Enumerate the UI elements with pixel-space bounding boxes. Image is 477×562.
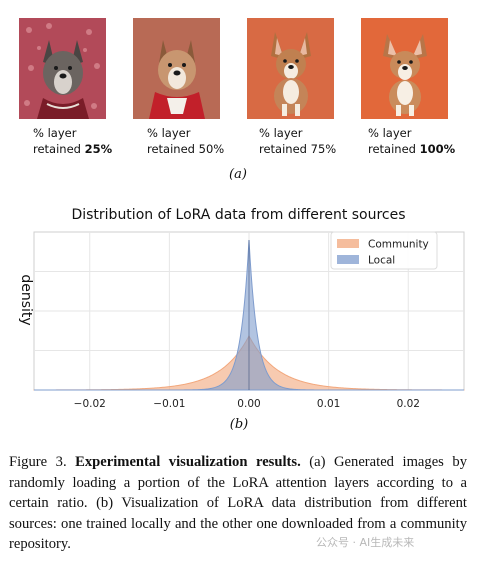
x-tick-label: 0.02 <box>397 398 420 410</box>
x-tick-label: −0.02 <box>74 398 106 410</box>
x-tick-label: 0.01 <box>317 398 340 410</box>
image-caption-25: % layer retained 25% <box>33 126 113 156</box>
density-chart: −0.02 −0.01 0.00 0.01 0.02 density Community Lo… <box>18 231 465 432</box>
legend-swatch <box>337 255 359 264</box>
chart-title: Distribution of LoRA data from different… <box>71 207 406 223</box>
x-tick-label: 0.00 <box>237 398 260 410</box>
y-axis-label: density <box>18 274 34 325</box>
generated-image-25 <box>19 18 106 119</box>
legend-label: Community <box>368 239 429 251</box>
generated-image-75 <box>247 18 334 119</box>
image-caption-100: % layer retained 100% <box>368 126 456 156</box>
legend-label: Local <box>368 255 395 267</box>
watermark: 公众号 · AI生成未来 <box>316 536 415 549</box>
figure-caption: Figure 3. Experimental visualization res… <box>9 452 467 555</box>
caption-body: (a) Generated images by randomly loading… <box>9 454 467 552</box>
image-caption-50: % layer retained 50% <box>147 126 225 156</box>
caption-prefix: Figure 3. <box>9 454 67 470</box>
x-tick-label: −0.01 <box>153 398 185 410</box>
image-caption-75: % layer retained 75% <box>259 126 337 156</box>
generated-image-100 <box>361 18 448 119</box>
panel-a-label: (a) <box>229 167 247 182</box>
generated-image-50 <box>133 18 220 119</box>
legend-swatch <box>337 239 359 248</box>
panel-b-label: (b) <box>230 417 248 432</box>
caption-bold: Experimental visualization results. <box>75 454 301 470</box>
